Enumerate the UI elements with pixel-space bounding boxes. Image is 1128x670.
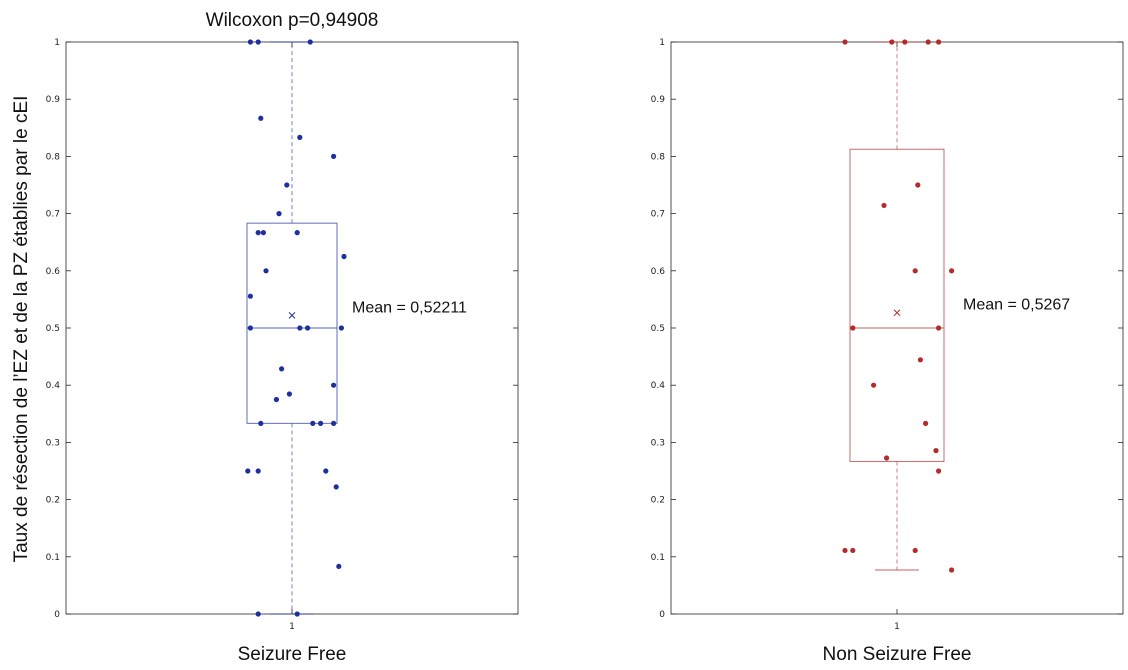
data-point <box>260 230 266 236</box>
data-point <box>245 468 251 474</box>
data-point <box>284 182 290 188</box>
y-tick-label: 0 <box>659 610 665 620</box>
data-point <box>912 547 918 554</box>
x-tick-label: 1 <box>894 622 900 632</box>
data-point <box>949 268 955 274</box>
data-point <box>310 420 316 426</box>
data-point <box>247 325 253 331</box>
data-point <box>915 182 921 188</box>
data-point <box>297 134 303 140</box>
mean-annotation: Mean = 0,5267 <box>963 297 1070 314</box>
data-point <box>263 268 269 274</box>
data-point <box>850 547 856 554</box>
y-tick-label: 0.8 <box>651 152 666 162</box>
data-point <box>925 39 931 45</box>
data-point <box>933 447 939 454</box>
y-tick-label: 0.4 <box>46 381 61 391</box>
y-tick-label: 0.3 <box>46 438 60 448</box>
data-point <box>889 39 895 45</box>
chart-title: Wilcoxon p=0,94908 <box>206 10 379 31</box>
mean-marker-stroke <box>288 311 296 319</box>
data-point <box>936 39 942 45</box>
data-point <box>902 39 908 45</box>
y-tick-label: 0.2 <box>651 496 665 506</box>
data-point <box>331 153 337 159</box>
data-point <box>871 382 877 388</box>
data-point <box>286 391 292 397</box>
data-point <box>331 420 337 426</box>
data-point <box>297 325 303 331</box>
y-tick-label: 0.7 <box>651 210 665 220</box>
data-point <box>323 468 329 474</box>
data-point <box>255 39 261 45</box>
data-point <box>247 293 253 299</box>
x-axis-label: Non Seizure Free <box>823 644 972 665</box>
data-point <box>338 325 344 331</box>
data-point <box>331 382 337 388</box>
y-tick-label: 0.9 <box>651 95 666 105</box>
data-point <box>842 547 848 554</box>
y-tick-label: 0.6 <box>46 267 61 277</box>
y-tick-label: 1 <box>659 38 665 48</box>
data-point <box>247 39 253 45</box>
data-point <box>279 366 285 372</box>
data-point <box>255 611 261 617</box>
y-tick-label: 0.4 <box>651 381 666 391</box>
y-tick-label: 0.5 <box>46 324 60 334</box>
box <box>246 222 338 424</box>
data-point <box>336 563 342 569</box>
y-axis-label: Taux de résection de l’EZ et de la PZ ét… <box>11 96 32 563</box>
chart-non-seizure-free: 0 0.1 0.2 0.3 0.4 0.5 0.6 0.7 0.8 0.9 1 1 Mean = 0,5… <box>651 38 1124 665</box>
y-tick-label: 0.2 <box>46 496 60 506</box>
x-axis-label: Seizure Free <box>238 644 347 665</box>
data-point <box>881 202 887 209</box>
y-tick-label: 0.8 <box>46 152 61 162</box>
y-tick-label: 0.6 <box>651 267 666 277</box>
data-point <box>923 420 929 426</box>
data-point <box>255 230 261 236</box>
mean-marker-stroke <box>893 309 901 317</box>
data-point <box>273 396 279 403</box>
y-tick-label: 1 <box>54 38 60 48</box>
box <box>849 148 945 462</box>
data-point <box>258 420 264 426</box>
data-point <box>318 420 324 426</box>
y-tick-label: 0.1 <box>46 553 60 563</box>
mean-marker <box>288 311 296 319</box>
data-point <box>276 211 282 217</box>
data-point <box>842 39 848 45</box>
chart-seizure-free: 0 0.1 0.2 0.3 0.4 0.5 0.6 0.7 0.8 0.9 1 1 Mean = 0,5… <box>46 10 519 665</box>
data-point <box>912 268 918 274</box>
data-point <box>255 468 261 474</box>
data-point <box>936 468 942 474</box>
data-point <box>305 325 311 331</box>
data-point <box>917 357 924 363</box>
data-point <box>333 484 339 490</box>
data-point <box>258 115 264 121</box>
x-tick-label: 1 <box>289 622 295 632</box>
y-tick-label: 0 <box>54 610 60 620</box>
data-point <box>294 611 300 617</box>
data-point <box>341 253 347 260</box>
data-point <box>294 230 300 236</box>
mean-annotation: Mean = 0,52211 <box>352 299 467 316</box>
y-tick-label: 0.1 <box>651 553 665 563</box>
y-tick-label: 0.5 <box>651 324 665 334</box>
y-tick-label: 0.3 <box>651 438 665 448</box>
data-point <box>850 325 856 331</box>
data-point <box>949 567 955 573</box>
data-point <box>884 455 890 461</box>
data-point <box>936 325 942 331</box>
data-point <box>307 39 313 45</box>
mean-marker <box>893 309 901 317</box>
y-tick-label: 0.9 <box>46 95 61 105</box>
y-tick-label: 0.7 <box>46 210 60 220</box>
